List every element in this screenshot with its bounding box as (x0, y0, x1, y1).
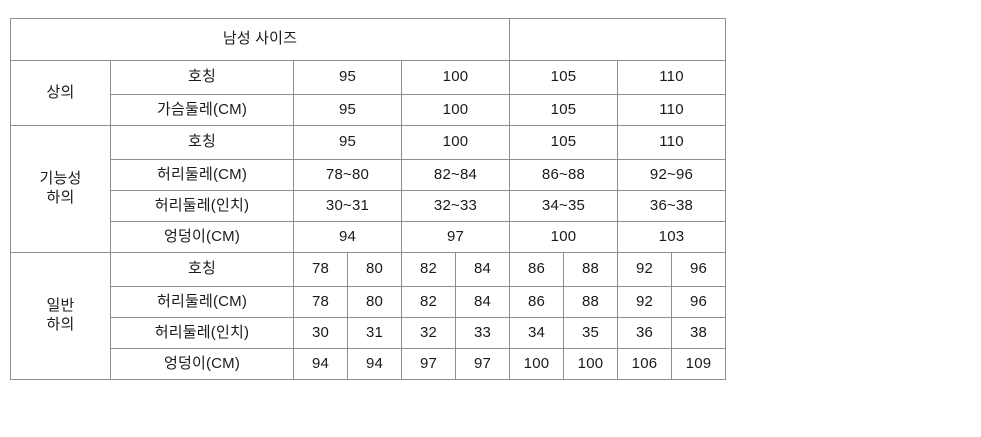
cell-value: 30 (293, 317, 348, 349)
cell-value: 82 (401, 252, 456, 287)
cell-value: 86~88 (509, 159, 618, 191)
cell-value: 100 (401, 94, 510, 126)
cell-value: 106 (617, 348, 672, 380)
category-label-line-2: 하의 (46, 316, 75, 333)
mens-size-table: 남성 사이즈 상의 호칭 95 100 105 110 가슴둘레(CM) 95 … (10, 18, 726, 380)
row-label: 가슴둘레(CM) (110, 94, 294, 126)
row-label: 엉덩이(CM) (110, 348, 294, 380)
cell-value: 110 (617, 125, 726, 160)
cell-value: 94 (293, 221, 402, 253)
cell-value: 97 (455, 348, 510, 380)
cell-value: 38 (671, 317, 726, 349)
category-label-regular-bottom: 일반 하의 (10, 252, 111, 380)
cell-value: 35 (563, 317, 618, 349)
category-label-line-1: 일반 (46, 297, 75, 315)
chart-title: 남성 사이즈 (10, 18, 510, 61)
row-label: 허리둘레(CM) (110, 159, 294, 191)
table-row: 엉덩이(CM) 94 94 97 97 100 100 106 109 (11, 348, 726, 380)
size-chart-container: 남성 사이즈 상의 호칭 95 100 105 110 가슴둘레(CM) 95 … (10, 18, 726, 380)
table-row: 일반 하의 호칭 78 80 82 84 86 88 92 96 (10, 252, 726, 380)
row-label: 엉덩이(CM) (110, 221, 294, 253)
cell-value: 100 (509, 348, 564, 380)
cell-value: 100 (401, 125, 510, 160)
table-row: 허리둘레(CM) 78~80 82~84 86~88 92~96 (11, 159, 726, 191)
row-label: 허리둘레(인치) (110, 317, 294, 349)
category-label-line-2: 하의 (46, 189, 75, 206)
cell-value: 100 (509, 221, 618, 253)
row-label: 호칭 (110, 60, 294, 95)
category-label-line-1: 기능성 (39, 170, 82, 188)
cell-value: 105 (509, 125, 618, 160)
cell-value: 88 (563, 252, 618, 287)
cell-value: 105 (509, 94, 618, 126)
cell-value: 94 (293, 348, 348, 380)
cell-value: 96 (671, 286, 726, 318)
table-row: 엉덩이(CM) 94 97 100 103 (11, 221, 726, 253)
category-label-functional-bottom: 기능성 하의 (10, 125, 111, 253)
cell-value: 78~80 (293, 159, 402, 191)
table-banner-row: 남성 사이즈 (10, 18, 726, 61)
cell-value: 100 (563, 348, 618, 380)
cell-value: 95 (293, 60, 402, 95)
cell-value: 34~35 (509, 190, 618, 222)
cell-value: 36 (617, 317, 672, 349)
cell-value: 34 (509, 317, 564, 349)
table-row: 가슴둘레(CM) 95 100 105 110 (11, 94, 726, 126)
cell-value: 78 (293, 286, 348, 318)
cell-value: 32~33 (401, 190, 510, 222)
cell-value: 95 (293, 125, 402, 160)
cell-value: 31 (347, 317, 402, 349)
cell-value: 97 (401, 221, 510, 253)
cell-value: 96 (671, 252, 726, 287)
row-label: 호칭 (110, 125, 294, 160)
cell-value: 36~38 (617, 190, 726, 222)
cell-value: 86 (509, 286, 564, 318)
cell-value: 97 (401, 348, 456, 380)
cell-value: 32 (401, 317, 456, 349)
cell-value: 103 (617, 221, 726, 253)
cell-value: 92~96 (617, 159, 726, 191)
table-row: 허리둘레(CM) 78 80 82 84 86 88 92 96 (11, 286, 726, 318)
cell-value: 82 (401, 286, 456, 318)
row-label: 허리둘레(인치) (110, 190, 294, 222)
cell-value: 82~84 (401, 159, 510, 191)
cell-value: 88 (563, 286, 618, 318)
cell-value: 92 (617, 252, 672, 287)
table-row: 허리둘레(인치) 30~31 32~33 34~35 36~38 (11, 190, 726, 222)
category-label-top: 상의 (10, 60, 111, 126)
table-row: 허리둘레(인치) 30 31 32 33 34 35 36 38 (11, 317, 726, 349)
cell-value: 84 (455, 286, 510, 318)
cell-value: 86 (509, 252, 564, 287)
cell-value: 95 (293, 94, 402, 126)
cell-value: 84 (455, 252, 510, 287)
cell-value: 78 (293, 252, 348, 287)
cell-value: 110 (617, 94, 726, 126)
row-label: 호칭 (110, 252, 294, 287)
cell-value: 92 (617, 286, 672, 318)
cell-value: 105 (509, 60, 618, 95)
cell-value: 100 (401, 60, 510, 95)
cell-value: 80 (347, 286, 402, 318)
table-row: 기능성 하의 호칭 95 100 105 110 (10, 125, 726, 253)
cell-value: 110 (617, 60, 726, 95)
cell-value: 109 (671, 348, 726, 380)
cell-value: 80 (347, 252, 402, 287)
banner-spacer (509, 18, 726, 61)
cell-value: 30~31 (293, 190, 402, 222)
cell-value: 94 (347, 348, 402, 380)
table-row: 상의 호칭 95 100 105 110 (10, 60, 726, 126)
row-label: 허리둘레(CM) (110, 286, 294, 318)
cell-value: 33 (455, 317, 510, 349)
